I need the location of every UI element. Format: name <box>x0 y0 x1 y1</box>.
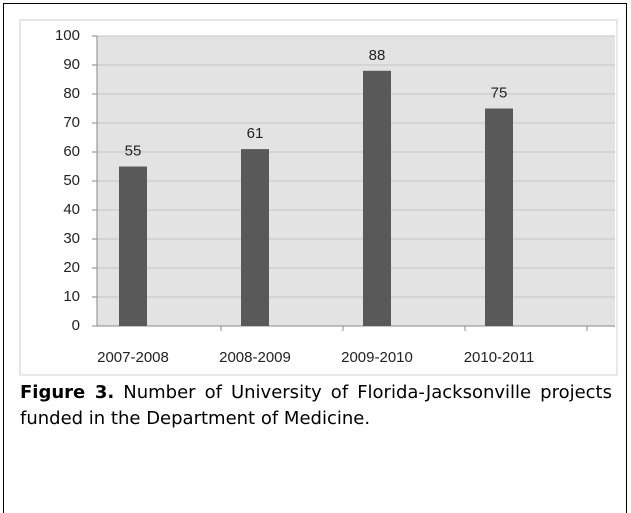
caption-label: Figure 3. <box>20 382 115 403</box>
y-tick-label: 20 <box>63 259 80 276</box>
bar <box>363 70 391 326</box>
y-tick-label: 50 <box>63 172 80 189</box>
frame <box>3 3 627 513</box>
y-tick-label: 10 <box>63 288 80 305</box>
y-tick-label: 70 <box>63 114 80 131</box>
value-label: 55 <box>125 142 142 159</box>
bar <box>241 149 269 326</box>
value-label: 61 <box>247 125 264 142</box>
x-tick-label: 2007-2008 <box>97 349 169 366</box>
x-tick-label: 2009-2010 <box>341 349 413 366</box>
caption: Figure 3. Number of University of Florid… <box>20 380 612 432</box>
y-tick-label: 40 <box>63 201 80 218</box>
y-tick-label: 100 <box>55 27 80 44</box>
caption-text: Number of University of Florida-Jacksonv… <box>20 382 612 429</box>
chart: 0 10 20 30 40 50 60 70 80 90 100 2007-2008 55 2008-20… <box>19 19 618 376</box>
y-tick-label: 90 <box>63 56 80 73</box>
value-label: 75 <box>491 84 508 101</box>
x-tick-label: 2010-2011 <box>464 349 535 366</box>
y-tick-label: 0 <box>72 317 80 334</box>
x-tick-label: 2008-2009 <box>219 349 291 366</box>
bar <box>485 108 513 326</box>
y-tick-label: 30 <box>63 230 80 247</box>
y-tick-label: 80 <box>63 85 80 102</box>
y-tick-label: 60 <box>63 143 80 160</box>
value-label: 88 <box>369 47 386 64</box>
bar <box>119 166 147 326</box>
